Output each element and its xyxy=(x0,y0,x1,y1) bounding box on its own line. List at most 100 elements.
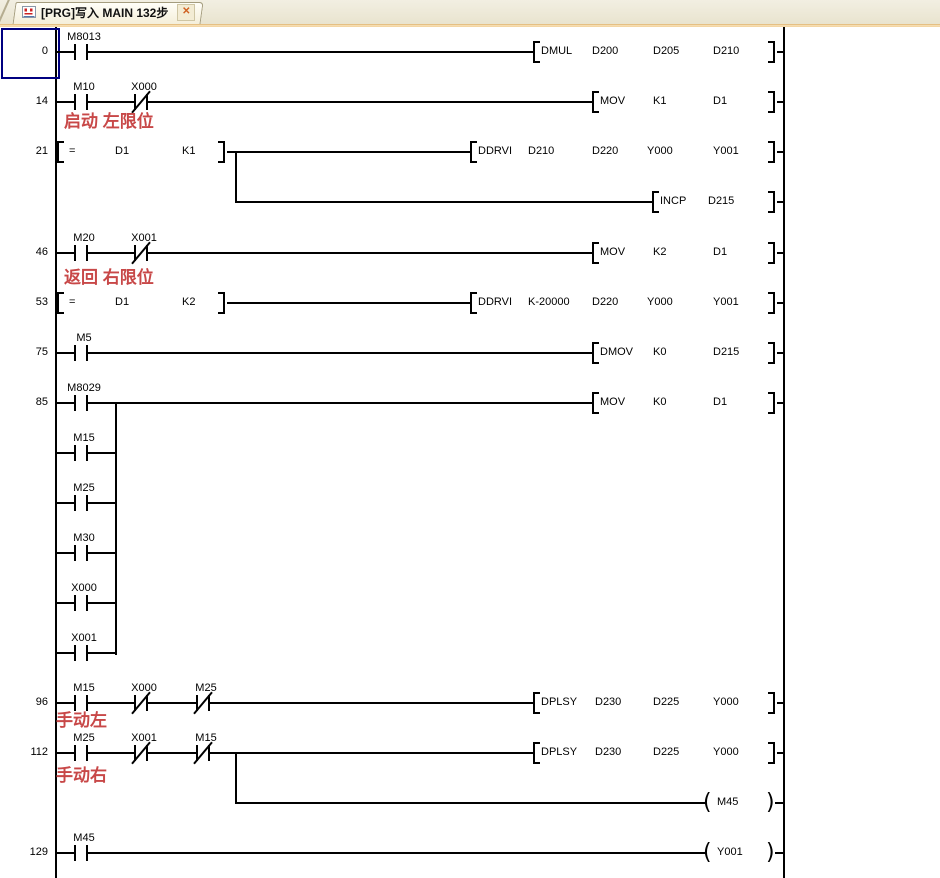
instr-mnemonic[interactable]: DPLSY xyxy=(541,746,578,758)
compare-open-bracket xyxy=(57,292,64,314)
wire xyxy=(57,101,592,103)
wire xyxy=(57,702,533,704)
no-contact-M8029[interactable] xyxy=(74,395,88,411)
instr-operand[interactable]: D225 xyxy=(653,696,680,708)
instr-operand[interactable]: K2 xyxy=(653,246,667,258)
instr-operand[interactable]: D230 xyxy=(595,696,622,708)
compare-op[interactable]: = xyxy=(69,145,76,157)
step-number: 129 xyxy=(29,846,48,858)
instr-operand[interactable]: D220 xyxy=(592,145,619,157)
instr-operand[interactable]: K1 xyxy=(653,95,667,107)
edit-cursor-cell[interactable] xyxy=(1,28,60,79)
instr-operand[interactable]: D200 xyxy=(592,45,619,57)
no-contact-M15[interactable] xyxy=(74,695,88,711)
instr-mnemonic[interactable]: DPLSY xyxy=(541,696,578,708)
instr-mnemonic[interactable]: MOV xyxy=(600,246,626,258)
compare-operand[interactable]: K1 xyxy=(182,145,196,157)
wire xyxy=(777,702,783,704)
no-contact-X001[interactable] xyxy=(74,645,88,661)
coil-label[interactable]: Y001 xyxy=(717,846,743,858)
step-number: 53 xyxy=(35,296,48,308)
compare-operand[interactable]: K2 xyxy=(182,296,196,308)
instr-operand[interactable]: D1 xyxy=(713,95,728,107)
parallel-junction-wire xyxy=(115,402,117,655)
instr-mnemonic[interactable]: INCP xyxy=(660,195,687,207)
instr-mnemonic[interactable]: MOV xyxy=(600,95,626,107)
rung-comment[interactable]: 手动左 xyxy=(56,711,107,730)
instr-operand[interactable]: Y000 xyxy=(647,145,673,157)
instr-mnemonic[interactable]: DDRVI xyxy=(478,296,513,308)
coil-label[interactable]: M45 xyxy=(717,796,739,808)
wire xyxy=(777,101,783,103)
no-contact-X000[interactable] xyxy=(74,595,88,611)
instr-operand[interactable]: D205 xyxy=(653,45,680,57)
coil-open-paren: ( xyxy=(703,840,712,865)
no-contact-M25[interactable] xyxy=(74,495,88,511)
wire xyxy=(57,51,533,53)
instr-operand[interactable]: D225 xyxy=(653,746,680,758)
step-number: 14 xyxy=(35,95,48,107)
tab-close-icon[interactable]: ✕ xyxy=(177,3,196,21)
rung-comment[interactable]: 返回 右限位 xyxy=(64,268,154,287)
contact-label: M15 xyxy=(195,732,217,744)
instr-operand[interactable]: Y000 xyxy=(713,746,739,758)
step-number: 112 xyxy=(30,746,48,758)
instr-operand[interactable]: D215 xyxy=(708,195,735,207)
instr-operand[interactable]: D210 xyxy=(713,45,740,57)
rung-comment[interactable]: 手动右 xyxy=(56,766,107,785)
no-contact-M30[interactable] xyxy=(74,545,88,561)
instr-close-bracket xyxy=(768,392,775,414)
instr-mnemonic[interactable]: DMUL xyxy=(541,45,573,57)
branch-wire xyxy=(235,802,706,804)
no-contact-M25[interactable] xyxy=(74,745,88,761)
rung-comment[interactable]: 启动 左限位 xyxy=(64,112,154,131)
instr-operand[interactable]: Y000 xyxy=(647,296,673,308)
instr-open-bracket xyxy=(533,692,540,714)
wire xyxy=(57,352,592,354)
instr-open-bracket xyxy=(592,392,599,414)
contact-label: M15 xyxy=(73,432,95,444)
instr-operand[interactable]: Y001 xyxy=(713,145,739,157)
contact-label: X001 xyxy=(131,732,157,744)
instr-operand[interactable]: K0 xyxy=(653,346,667,358)
step-number: 46 xyxy=(35,246,48,258)
no-contact-M20[interactable] xyxy=(74,245,88,261)
no-contact-M45[interactable] xyxy=(74,845,88,861)
contact-label: M5 xyxy=(76,332,92,344)
instr-close-bracket xyxy=(768,41,775,63)
no-contact-M10[interactable] xyxy=(74,94,88,110)
instr-operand[interactable]: Y000 xyxy=(713,696,739,708)
wire xyxy=(777,302,783,304)
instr-operand[interactable]: K0 xyxy=(653,396,667,408)
compare-operand[interactable]: D1 xyxy=(115,296,130,308)
instr-mnemonic[interactable]: MOV xyxy=(600,396,626,408)
instr-operand[interactable]: D1 xyxy=(713,246,728,258)
no-contact-M5[interactable] xyxy=(74,345,88,361)
wire xyxy=(777,752,783,754)
instr-operand[interactable]: D215 xyxy=(713,346,740,358)
instr-close-bracket xyxy=(768,292,775,314)
instr-open-bracket xyxy=(533,742,540,764)
no-contact-M8013[interactable] xyxy=(74,44,88,60)
right-power-rail xyxy=(783,27,785,878)
tab-main-program[interactable]: [PRG]写入 MAIN 132步 ✕ xyxy=(22,3,196,21)
step-number: 96 xyxy=(35,696,48,708)
instr-operand[interactable]: D210 xyxy=(528,145,555,157)
contact-label: M10 xyxy=(73,81,95,93)
program-icon xyxy=(22,5,36,19)
no-contact-M15[interactable] xyxy=(74,445,88,461)
compare-operand[interactable]: D1 xyxy=(115,145,130,157)
left-power-rail xyxy=(55,27,57,878)
instr-operand[interactable]: D220 xyxy=(592,296,619,308)
instr-operand[interactable]: Y001 xyxy=(713,296,739,308)
instr-mnemonic[interactable]: DDRVI xyxy=(478,145,513,157)
contact-label: M8029 xyxy=(67,382,101,394)
instr-operand[interactable]: D1 xyxy=(713,396,728,408)
wire xyxy=(57,402,592,404)
compare-op[interactable]: = xyxy=(69,296,76,308)
instr-operand[interactable]: K-20000 xyxy=(528,296,570,308)
instr-operand[interactable]: D230 xyxy=(595,746,622,758)
instr-mnemonic[interactable]: DMOV xyxy=(600,346,633,358)
contact-label: X001 xyxy=(131,232,157,244)
